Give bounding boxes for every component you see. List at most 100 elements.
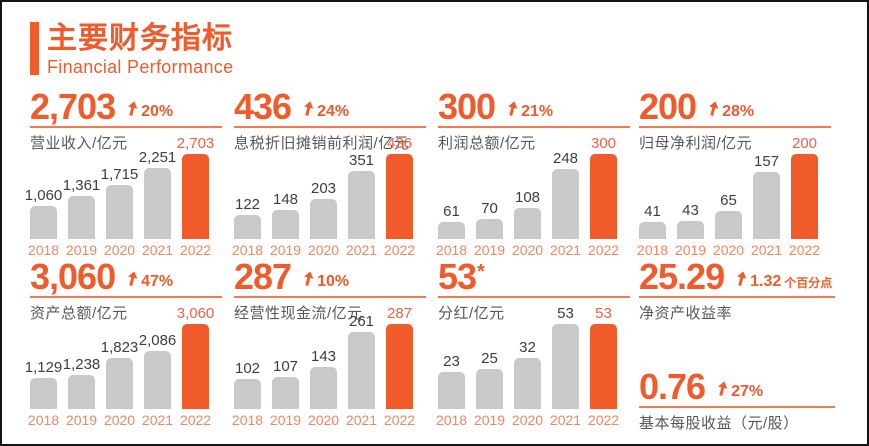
metric-label: 净资产收益率	[639, 305, 733, 323]
metric-headline-row: 436 24%	[234, 88, 426, 124]
bar-value-label: 261	[348, 313, 375, 330]
year-label: 2021	[549, 242, 582, 258]
metric-underline	[30, 296, 222, 299]
metric-headline-value: 53*	[438, 256, 485, 297]
metric-underline	[639, 296, 835, 299]
year-label: 2022	[788, 242, 821, 258]
year-label: 2019	[269, 242, 302, 258]
metric-label: 基本每股收益（元/股）	[639, 415, 799, 433]
bar	[677, 221, 704, 239]
up-arrow-icon	[127, 271, 138, 290]
bar-value-label: 2,251	[138, 149, 177, 166]
bar-column: 1,238 2019	[63, 357, 101, 427]
bar-value-label: 1,129	[24, 359, 63, 376]
yoy-change: 27%	[717, 381, 763, 403]
up-arrow-icon	[127, 101, 138, 120]
bar	[348, 332, 375, 409]
up-arrow-icon	[736, 271, 747, 290]
year-label: 2022	[383, 412, 416, 428]
year-label: 2021	[750, 242, 783, 258]
bar-value-label: 53	[595, 305, 612, 322]
bar-column: 2,086 2021	[139, 333, 177, 428]
bar	[68, 196, 95, 239]
year-label: 2018	[636, 242, 669, 258]
bar-column: 1,715 2020	[101, 167, 139, 257]
bar	[590, 154, 617, 239]
bar-column: 65 2020	[713, 192, 744, 257]
year-label: 2018	[435, 412, 468, 428]
yoy-change-value: 47%	[141, 273, 174, 291]
bar-column: 143 2020	[308, 348, 339, 427]
bar-value-label: 351	[348, 152, 375, 169]
bar-value-label: 300	[590, 135, 617, 152]
year-label: 2021	[345, 242, 378, 258]
yoy-change-value: 10%	[317, 273, 350, 291]
metric-label: 归母净利润/亿元	[639, 135, 753, 153]
footnote-asterisk: *	[477, 261, 485, 283]
bar	[182, 154, 209, 239]
bar	[438, 222, 465, 239]
metric-panel: 2,703 20% 营业收入/亿元 1,060 2018 1,361 2019 1,715 20…	[25, 88, 222, 258]
stat-block: 25.29 1.32 个百分点 净资产收益率	[639, 256, 835, 323]
bar-chart: 41 2018 43 2019 65 2020 157 2021 200 2022	[636, 135, 821, 258]
bar-value-label: 148	[272, 191, 299, 208]
metric-panel: 287 10% 经营性现金流/亿元 102 2018 107 2019 143 2020 261 2…	[232, 258, 426, 428]
bar	[106, 358, 133, 409]
metric-headline-value: 25.29	[639, 256, 725, 297]
bar-value-label: 143	[310, 348, 337, 365]
bar	[552, 324, 579, 409]
metric-underline	[639, 126, 831, 129]
bar-column: 61 2018	[436, 204, 467, 257]
page-title: 主要财务指标	[47, 22, 233, 55]
bar	[791, 154, 818, 239]
metric-headline-row: 287 10%	[234, 258, 426, 294]
year-label: 2018	[231, 242, 264, 258]
bar	[715, 211, 742, 239]
year-label: 2020	[511, 412, 544, 428]
bar	[438, 372, 465, 409]
bar-column: 2,703 2022	[177, 136, 215, 258]
bar-column: 43 2019	[675, 203, 706, 257]
bar	[234, 379, 261, 409]
bar-chart: 122 2018 148 2019 203 2020 351 2021 436 2022	[231, 136, 415, 258]
bar-column: 102 2018	[232, 361, 263, 427]
year-label: 2019	[65, 242, 98, 258]
year-label: 2021	[549, 412, 582, 428]
up-arrow-icon	[708, 101, 719, 120]
metric-panel: 200 28% 归母净利润/亿元 41 2018 43 2019 65 2020 157 2021 2…	[636, 88, 831, 258]
bar-value-label: 287	[386, 305, 413, 322]
year-label: 2019	[269, 412, 302, 428]
bar-value-label: 200	[791, 135, 818, 152]
bar	[234, 215, 261, 239]
bar	[476, 369, 503, 409]
bar-value-label: 2,703	[176, 135, 215, 152]
bar-column: 25 2019	[474, 351, 505, 427]
bar-value-label: 65	[720, 192, 737, 209]
year-label: 2022	[179, 242, 212, 258]
yoy-change-unit: 个百分点	[784, 276, 833, 291]
bar-value-label: 23	[443, 353, 460, 370]
metric-headline-value: 3,060	[30, 256, 116, 297]
bar-column: 148 2019	[269, 191, 302, 258]
metric-panel: 300 21% 利润总额/亿元 61 2018 70 2019 108 2020 248 2021 3…	[436, 88, 630, 258]
bar-value-label: 53	[557, 305, 574, 322]
year-label: 2021	[141, 412, 174, 428]
bar-column: 1,823 2020	[101, 340, 139, 427]
bar	[386, 324, 413, 409]
yoy-change-value: 21%	[521, 103, 554, 121]
title-accent-bar	[30, 22, 39, 75]
bar-value-label: 1,715	[100, 166, 139, 183]
bar	[272, 377, 299, 409]
bar-column: 203 2020	[308, 180, 339, 257]
bar-value-label: 203	[310, 180, 337, 197]
metric-underline	[438, 296, 630, 299]
yoy-change: 1.32 个百分点	[736, 271, 832, 293]
bar-value-label: 248	[552, 150, 579, 167]
bar-column: 351 2021	[345, 152, 378, 258]
year-label: 2020	[511, 242, 544, 258]
metric-headline-row: 200 28%	[639, 88, 831, 124]
section-header: 主要财务指标 Financial Performance	[30, 22, 233, 78]
bar-column: 53 2021	[549, 305, 582, 428]
yoy-change: 47%	[127, 271, 173, 293]
